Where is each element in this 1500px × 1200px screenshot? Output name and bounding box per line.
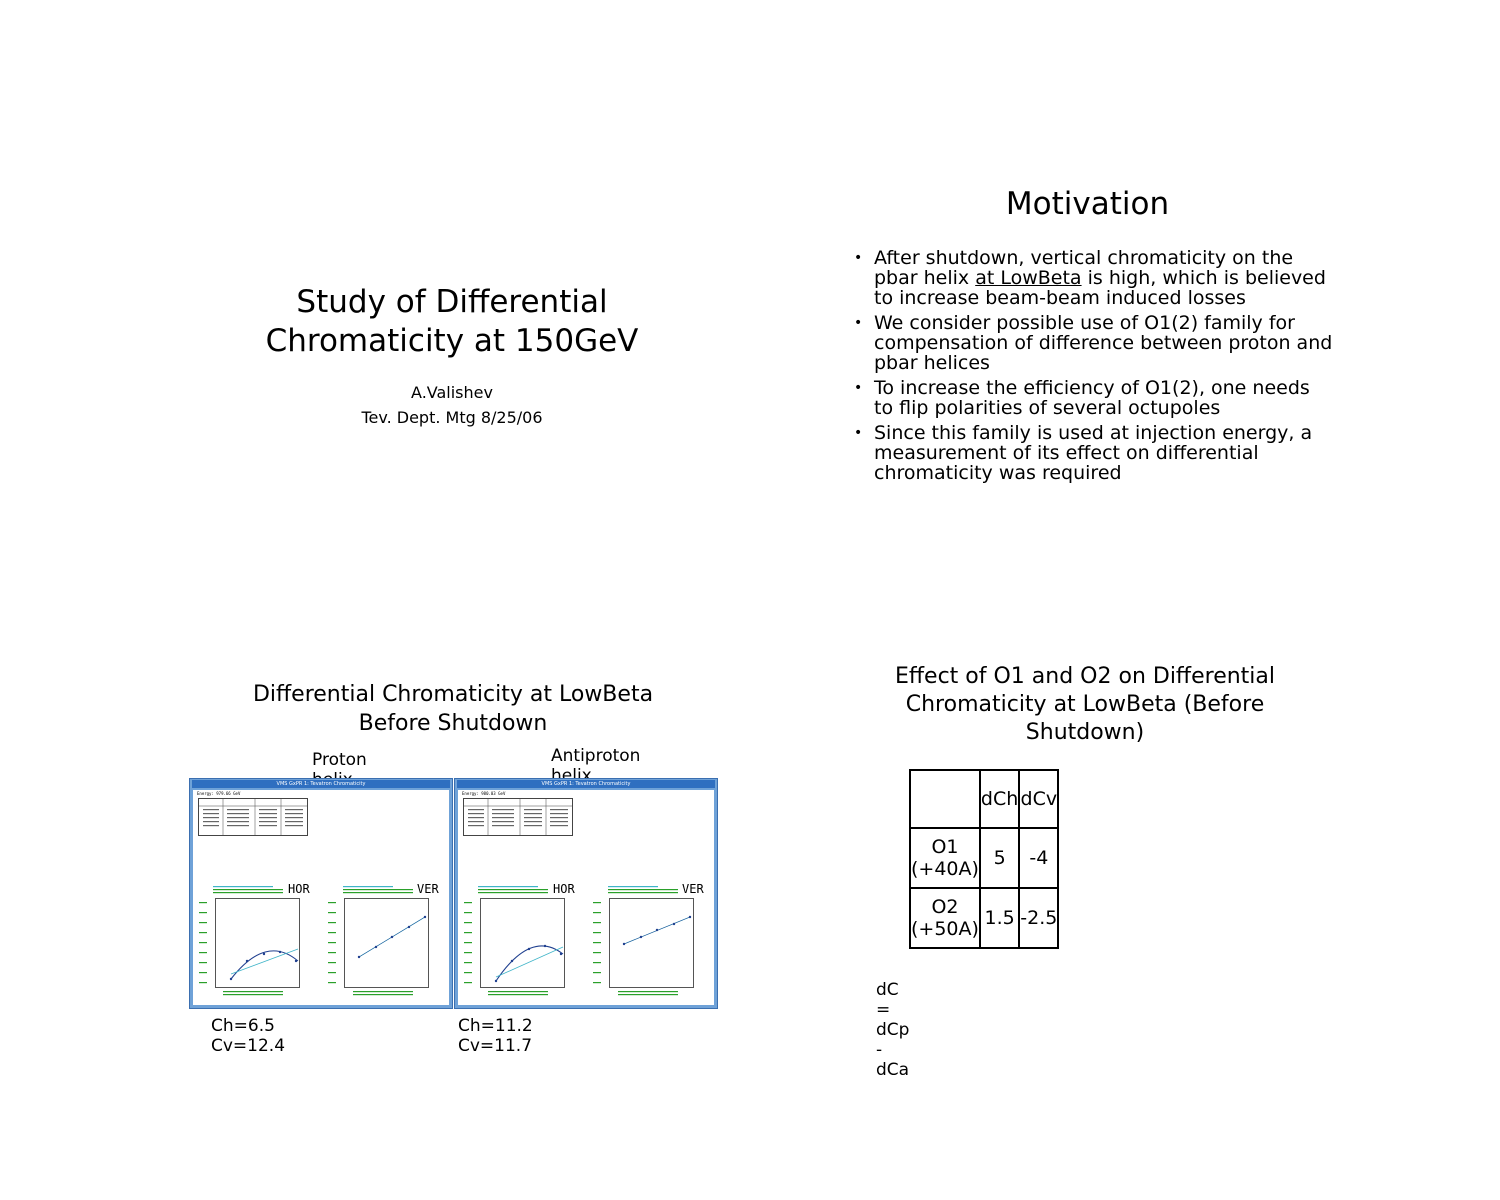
window-titlebar: VMS GxPR 1: Tevatron Chromaticity <box>457 780 715 788</box>
table-row: O1 (+40A) 5 -4 <box>909 827 1060 889</box>
hor-fit-readout <box>213 886 283 894</box>
ver-tune-curve <box>357 915 427 959</box>
slide-heading: Motivation <box>1005 186 1170 222</box>
hor-tune-curve <box>229 948 299 981</box>
bullet-text-post: is high, which is believed to increase b… <box>874 267 1326 309</box>
hor-tune-plot <box>215 898 300 988</box>
table-cell: -4 <box>1018 827 1060 889</box>
ver-tune-plot <box>344 898 429 988</box>
bullet-icon: • <box>854 425 863 441</box>
slide-heading: Differential Chromaticity at LowBeta Bef… <box>218 680 688 738</box>
readout-table <box>198 798 308 836</box>
energy-readout: Energy: 980.03 GeV <box>462 791 506 796</box>
title-line-2: Chromaticity at 150GeV <box>265 323 639 359</box>
readout-table-lines <box>199 799 307 835</box>
heading-line-1: Effect of O1 and O2 on Differential <box>894 664 1275 689</box>
window-body: Energy: 980.03 GeV HOR VER <box>458 790 714 1005</box>
heading-line-2: Before Shutdown <box>358 711 548 736</box>
energy-readout: Energy: 979.66 GeV <box>197 791 241 796</box>
table-cell: -2.5 <box>1018 887 1060 949</box>
antiproton-chromaticity-caption: Ch=11.2 Cv=11.7 <box>458 1016 533 1056</box>
bullet-text-pre: After shutdown, vertical chromaticity on… <box>874 247 1294 289</box>
hor-tune-plot <box>480 898 565 988</box>
hor-tune-curve <box>494 944 564 983</box>
bullet-item: • We consider possible use of O1(2) fami… <box>854 313 1334 373</box>
bullet-icon: • <box>854 380 863 396</box>
table-row: O2 (+50A) 1.5 -2.5 <box>909 887 1060 949</box>
table-header-cell: dCh <box>978 769 1021 829</box>
ver-tune-plot <box>609 898 694 988</box>
proton-chromaticity-caption: Ch=6.5 Cv=12.4 <box>211 1016 286 1056</box>
ver-label: VER <box>682 882 704 896</box>
bullet-text: Since this family is used at injection e… <box>874 422 1313 484</box>
window-body: Energy: 979.66 GeV HOR VER <box>193 790 449 1005</box>
heading-line-1: Differential Chromaticity at LowBeta <box>252 682 654 707</box>
presentation-title: Study of Differential Chromaticity at 15… <box>232 283 672 361</box>
table-cell: 5 <box>978 827 1021 889</box>
ver-label: VER <box>417 882 439 896</box>
x-axis-ticks <box>488 991 678 996</box>
heading-line-2: Chromaticity at LowBeta (Before <box>905 692 1265 717</box>
meeting-info: Tev. Dept. Mtg 8/25/06 <box>361 408 543 427</box>
formula-note: dC = dCp - dCa <box>876 980 910 1080</box>
ver-axis-ticks <box>593 902 601 984</box>
bullet-text: We consider possible use of O1(2) family… <box>874 312 1333 374</box>
ver-tune-curve <box>622 915 692 946</box>
bullet-icon: • <box>854 315 863 331</box>
heading-line-3: Shutdown) <box>1025 720 1145 745</box>
bullet-text: To increase the efficiency of O1(2), one… <box>874 377 1310 419</box>
hor-axis-ticks <box>199 902 207 984</box>
hor-label: HOR <box>553 882 575 896</box>
window-titlebar: VMS GxPR 1: Tevatron Chromaticity <box>192 780 450 788</box>
ver-axis-ticks <box>328 902 336 984</box>
author: A.Valishev <box>411 383 493 402</box>
proton-chromaticity-screenshot: VMS GxPR 1: Tevatron Chromaticity Energy… <box>189 778 453 1009</box>
bullet-icon: • <box>854 250 863 266</box>
readout-table-lines <box>464 799 572 835</box>
bullet-text-underlined: at LowBeta <box>975 267 1082 289</box>
slide-heading: Effect of O1 and O2 on Differential Chro… <box>860 663 1310 747</box>
table-header-cell: dCv <box>1018 769 1060 829</box>
readout-table <box>463 798 573 836</box>
bullet-list: • After shutdown, vertical chromaticity … <box>854 248 1334 488</box>
bullet-item: • To increase the efficiency of O1(2), o… <box>854 378 1334 418</box>
ver-fit-readout <box>608 886 678 894</box>
table-cell: 1.5 <box>978 887 1021 949</box>
table-cell: O1 (+40A) <box>909 827 981 889</box>
x-axis-ticks <box>223 991 413 996</box>
title-line-1: Study of Differential <box>296 284 608 320</box>
hor-axis-ticks <box>464 902 472 984</box>
bullet-item: • After shutdown, vertical chromaticity … <box>854 248 1334 308</box>
table-cell: O2 (+50A) <box>909 887 981 949</box>
hor-fit-readout <box>478 886 548 894</box>
table-header-cell <box>909 769 981 829</box>
bullet-item: • Since this family is used at injection… <box>854 423 1334 483</box>
table-header-row: dCh dCv <box>909 769 1060 829</box>
ver-fit-readout <box>343 886 413 894</box>
effect-table: dCh dCv O1 (+40A) 5 -4 O2 (+50A) 1.5 -2.… <box>909 769 1060 949</box>
antiproton-chromaticity-screenshot: VMS GxPR 1: Tevatron Chromaticity Energy… <box>454 778 718 1009</box>
hor-label: HOR <box>288 882 310 896</box>
